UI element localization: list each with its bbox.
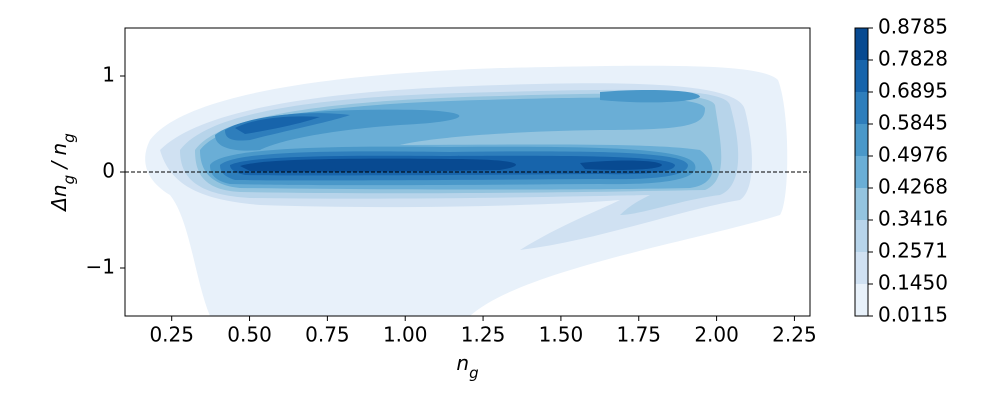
colorbar-band (855, 220, 868, 252)
colorbar-band (855, 156, 868, 188)
colorbar-frame (854, 27, 869, 317)
plot-area (145, 65, 788, 317)
colorbar-band (855, 92, 868, 124)
colorbar-tick-label: 0.8785 (878, 15, 948, 39)
colorbar-band (855, 124, 868, 156)
x-axis-label-part: n (456, 351, 469, 375)
y-axis-label: Δng / ng (47, 133, 78, 213)
colorbar-tick-label: 0.0115 (878, 303, 948, 327)
y-tick-label: 0 (102, 159, 115, 183)
colorbar-band (855, 60, 868, 92)
contour-band (580, 160, 662, 170)
x-axis-label: ng (456, 351, 478, 382)
contour-band (235, 116, 320, 134)
colorbar-tick-label: 0.3416 (878, 207, 948, 231)
x-tick-label: 1.75 (616, 323, 661, 347)
x-axis-label-part: g (469, 364, 479, 382)
x-tick-label: 1.50 (539, 323, 584, 347)
colorbar-tick-label: 0.2571 (878, 239, 948, 263)
colorbar-band (855, 28, 868, 60)
colorbar-band (855, 284, 868, 316)
colorbar-tick-label: 0.4976 (878, 143, 948, 167)
x-tick-label: 1.00 (383, 323, 428, 347)
y-axis-label-part: / n (47, 143, 71, 175)
colorbar-band (855, 188, 868, 220)
x-tick-label: 0.25 (149, 323, 194, 347)
y-tick-label: 1 (102, 63, 115, 87)
contour-band (600, 89, 700, 103)
x-tick-label: 1.25 (461, 323, 506, 347)
y-tick-label: −1 (86, 255, 115, 279)
contour-band (260, 161, 440, 169)
x-tick-label: 2.25 (772, 323, 817, 347)
colorbar-tick-label: 0.4268 (878, 175, 948, 199)
x-tick-label: 0.75 (305, 323, 350, 347)
colorbar-band (855, 252, 868, 284)
x-tick-label: 0.50 (227, 323, 272, 347)
x-tick-label: 2.00 (694, 323, 739, 347)
y-axis-label-part: g (60, 175, 78, 185)
colorbar-tick-label: 0.5845 (878, 111, 948, 135)
colorbar-tick-label: 0.6895 (878, 79, 948, 103)
colorbar-tick-label: 0.1450 (878, 271, 948, 295)
y-axis-label-part: Δn (47, 184, 71, 212)
contour-band (225, 113, 350, 141)
y-axis-label-part: g (60, 133, 78, 143)
colorbar-tick-label: 0.7828 (878, 47, 948, 71)
